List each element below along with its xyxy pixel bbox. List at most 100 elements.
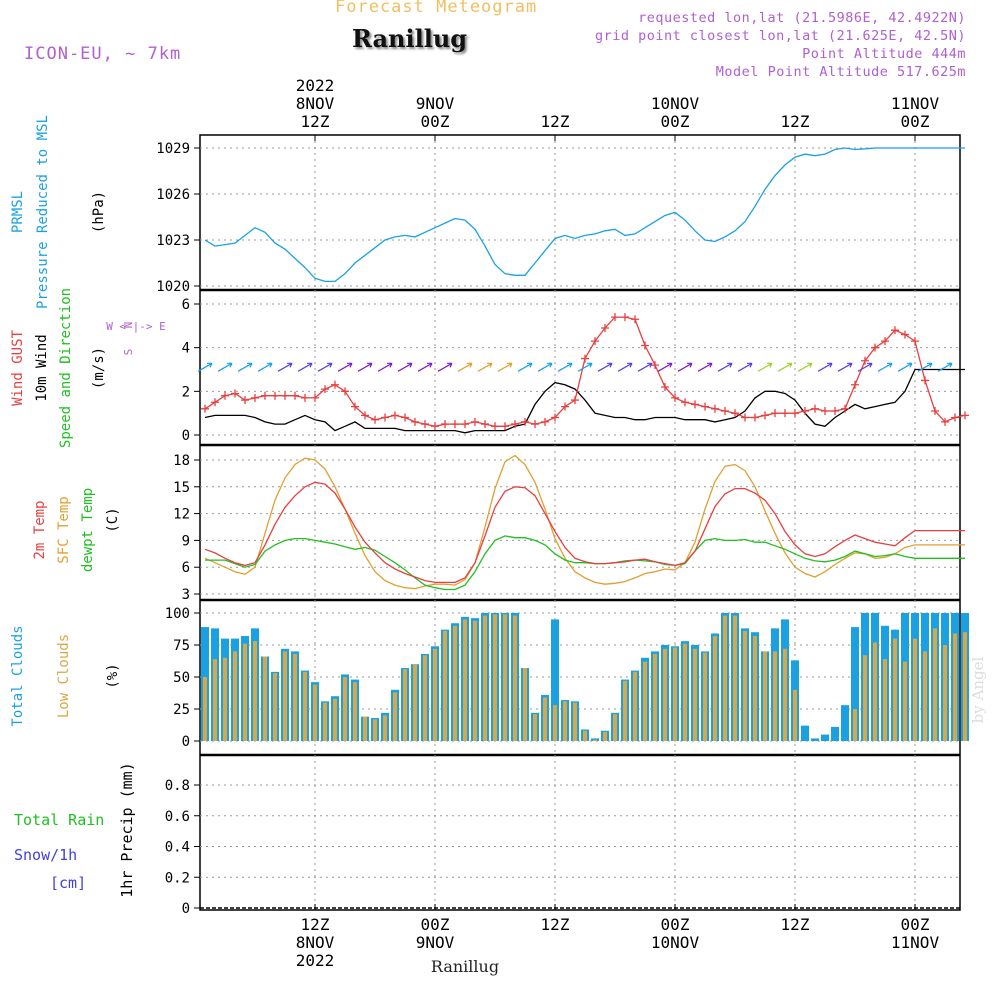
gust-marker <box>271 391 279 400</box>
gust-marker <box>511 420 519 429</box>
low-cloud-bar <box>673 647 677 741</box>
low-cloud-bar <box>213 659 217 741</box>
gust-marker <box>641 341 649 350</box>
low-cloud-bar <box>623 680 627 741</box>
gust-marker <box>871 343 879 352</box>
gust-marker <box>661 382 669 391</box>
gust-marker <box>921 376 929 385</box>
low-cloud-bar <box>663 648 667 741</box>
low-cloud-bar <box>353 682 357 741</box>
footer-location: Ranillug <box>431 957 499 976</box>
gust-marker <box>311 393 319 402</box>
gust-marker <box>901 330 909 339</box>
wind-direction-arrow <box>357 362 373 372</box>
gust-marker <box>941 417 949 426</box>
wind-direction-arrow <box>717 362 733 372</box>
gust-marker <box>531 420 539 429</box>
x-tick-label-top: 8NOV <box>296 94 335 113</box>
x-tick-label-bottom: 8NOV <box>296 933 335 952</box>
low-cloud-bar <box>753 636 757 741</box>
wind-direction-arrow <box>697 362 713 372</box>
gust-marker <box>891 326 899 335</box>
y-tick-label: 15 <box>173 480 190 496</box>
gust-marker <box>541 417 549 426</box>
total-cloud-bar <box>821 734 829 741</box>
low-cloud-bar <box>703 652 707 741</box>
gust-marker <box>681 398 689 407</box>
x-tick-label-bottom: 10NOV <box>651 933 700 952</box>
wind-unit-label: (m/s) <box>91 347 107 389</box>
low-cloud-bar <box>593 739 597 741</box>
wind-direction-arrow <box>457 362 473 372</box>
y-tick-label: 4 <box>182 341 190 357</box>
x-tick-label-top: 00Z <box>661 112 690 131</box>
y-tick-label: 100 <box>165 606 190 622</box>
gust-marker <box>261 391 269 400</box>
y-tick-label: 9 <box>182 533 190 549</box>
x-tick-label-bottom: 00Z <box>901 915 930 934</box>
x-tick-label-top: 12Z <box>301 112 330 131</box>
wind-direction-arrow <box>737 362 753 372</box>
2m-temp-axis-label: 2m Temp <box>32 500 48 559</box>
low-cloud-bar <box>633 671 637 741</box>
low-cloud-bar <box>493 614 497 741</box>
low-cloud-bar <box>313 684 317 741</box>
low-cloud-bar <box>923 651 927 741</box>
low-cloud-bar <box>853 709 857 741</box>
low-cloud-bar <box>383 715 387 741</box>
gust-marker <box>851 380 859 389</box>
low-cloud-bar <box>513 615 517 741</box>
low-cloud-bar <box>643 661 647 741</box>
gust-marker <box>581 354 589 363</box>
gust-marker <box>491 422 499 431</box>
gust-marker <box>881 337 889 346</box>
gust-marker <box>961 411 969 420</box>
low-cloud-bar <box>453 625 457 741</box>
low-cloud-bar <box>603 732 607 741</box>
wind-direction-arrow <box>537 362 553 372</box>
wind-direction-arrow <box>497 362 513 372</box>
low-cloud-bar <box>393 692 397 741</box>
wind-gust-line <box>204 316 966 427</box>
gust-marker <box>671 393 679 402</box>
wind-direction-arrow <box>277 362 293 372</box>
x-tick-label-bottom: 12Z <box>541 915 570 934</box>
requested-coords: requested lon,lat (21.5986E, 42.4922N) <box>638 10 966 26</box>
x-tick-label-top: 00Z <box>421 112 450 131</box>
low-cloud-bar <box>913 638 917 741</box>
gust-marker <box>831 406 839 415</box>
wind-direction-arrow <box>917 362 933 372</box>
low-cloud-bar <box>713 636 717 741</box>
x-tick-label-top: 2022 <box>296 76 335 95</box>
cloud-unit-label: (%) <box>105 663 121 688</box>
gust-marker <box>801 406 809 415</box>
gust-marker <box>631 315 639 324</box>
x-tick-label-top: 9NOV <box>416 94 455 113</box>
low-cloud-bar <box>893 638 897 741</box>
gust-marker <box>691 400 699 409</box>
gust-marker <box>931 406 939 415</box>
wind-direction-arrow <box>657 362 673 372</box>
gust-marker <box>721 406 729 415</box>
wind-direction-arrow <box>317 362 333 372</box>
gust-marker <box>431 422 439 431</box>
gust-marker <box>551 413 559 422</box>
gust-marker <box>441 420 449 429</box>
gust-marker <box>401 413 409 422</box>
y-tick-label: 0.2 <box>165 870 190 886</box>
x-tick-label-bottom: 00Z <box>421 915 450 934</box>
y-tick-label: 1023 <box>156 233 190 249</box>
low-cloud-bar <box>203 677 207 741</box>
meteogram-subtitle: Forecast Meteogram <box>335 0 538 17</box>
low-cloud-bar <box>613 714 617 741</box>
gust-marker <box>911 337 919 346</box>
precip-unit-label: 1hr Precip (mm) <box>118 762 136 897</box>
low-cloud-bar <box>253 641 257 741</box>
gust-marker <box>421 420 429 429</box>
wind-direction-arrow <box>637 362 653 372</box>
y-tick-label: 50 <box>173 670 190 686</box>
x-tick-label-top: 00Z <box>901 112 930 131</box>
low-cloud-bar <box>403 669 407 741</box>
x-tick-label-bottom: 11NOV <box>891 933 940 952</box>
